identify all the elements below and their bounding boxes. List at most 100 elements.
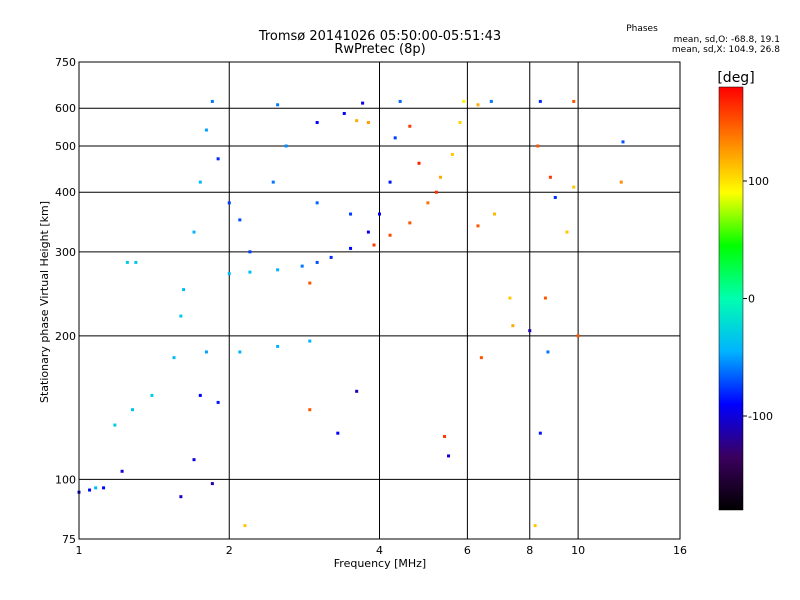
data-point bbox=[543, 296, 547, 300]
data-point bbox=[308, 339, 312, 343]
data-point bbox=[366, 230, 370, 234]
data-point bbox=[393, 136, 397, 140]
data-point bbox=[336, 431, 340, 435]
data-point bbox=[198, 393, 202, 397]
data-point bbox=[349, 246, 353, 250]
x-tick-label: 8 bbox=[526, 544, 533, 557]
x-axis-label: Frequency [MHz] bbox=[334, 557, 426, 570]
y-tick-label: 400 bbox=[55, 186, 76, 199]
y-tick-label: 75 bbox=[62, 533, 76, 546]
y-tick-label: 100 bbox=[55, 473, 76, 486]
data-point bbox=[94, 486, 98, 490]
data-point bbox=[192, 458, 196, 462]
data-point bbox=[88, 488, 92, 492]
data-point bbox=[408, 124, 412, 128]
y-axis: 75 100 200 300 400 500 600 750 bbox=[55, 56, 76, 546]
data-point bbox=[538, 99, 542, 103]
data-point bbox=[388, 233, 392, 237]
phase-stats: Phases mean, sd,O: -68.8, 19.1 mean, sd,… bbox=[626, 24, 780, 55]
data-point bbox=[204, 128, 208, 132]
data-point bbox=[315, 201, 319, 205]
y-tick-label: 200 bbox=[55, 330, 76, 343]
data-point bbox=[349, 212, 353, 216]
data-point bbox=[366, 121, 370, 125]
data-point bbox=[204, 350, 208, 354]
data-point bbox=[150, 393, 154, 397]
data-point bbox=[248, 250, 252, 254]
data-points bbox=[77, 99, 625, 528]
x-tick-label: 4 bbox=[376, 544, 383, 557]
data-point bbox=[511, 324, 515, 328]
data-point bbox=[546, 350, 550, 354]
data-point bbox=[276, 268, 280, 272]
chart-title: Tromsø 20141026 05:50:00-05:51:43 bbox=[258, 29, 501, 44]
data-point bbox=[227, 201, 231, 205]
y-tick-label: 750 bbox=[55, 56, 76, 69]
data-point bbox=[216, 157, 220, 161]
colorbar-tick-label: 100 bbox=[748, 175, 769, 188]
data-point bbox=[619, 180, 623, 184]
data-point bbox=[576, 334, 580, 338]
data-point bbox=[426, 201, 430, 205]
data-point bbox=[192, 230, 196, 234]
x-tick-label: 16 bbox=[673, 544, 687, 557]
data-point bbox=[572, 99, 576, 103]
data-point bbox=[378, 212, 381, 216]
data-point bbox=[398, 99, 402, 103]
data-point bbox=[553, 195, 557, 199]
data-point bbox=[572, 185, 576, 189]
data-point bbox=[342, 111, 346, 115]
data-point bbox=[538, 431, 542, 435]
data-point bbox=[417, 161, 421, 165]
phase-stats-o: mean, sd,O: -68.8, 19.1 bbox=[674, 35, 780, 45]
data-point bbox=[439, 175, 443, 179]
data-point bbox=[113, 423, 117, 427]
y-tick-label: 600 bbox=[55, 102, 76, 115]
data-point bbox=[198, 180, 202, 184]
x-axis: 1 2 4 6 8 10 16 bbox=[76, 544, 688, 557]
data-point bbox=[450, 152, 454, 156]
data-point bbox=[493, 212, 497, 216]
data-point bbox=[479, 356, 483, 360]
data-point bbox=[408, 221, 412, 225]
data-point bbox=[134, 260, 138, 264]
data-point bbox=[238, 218, 242, 222]
data-point bbox=[388, 180, 392, 184]
data-point bbox=[216, 400, 220, 404]
x-tick-label: 1 bbox=[76, 544, 83, 557]
data-point bbox=[308, 281, 312, 285]
data-point bbox=[125, 260, 129, 264]
data-point bbox=[565, 230, 569, 234]
data-point bbox=[621, 140, 625, 144]
data-point bbox=[315, 121, 319, 125]
data-point bbox=[548, 175, 552, 179]
colorbar: [deg] 100 0 -100 bbox=[717, 70, 773, 511]
x-tick-label: 6 bbox=[464, 544, 471, 557]
data-point bbox=[182, 288, 186, 292]
data-point bbox=[276, 103, 280, 107]
chart-subtitle: RwPretec (8p) bbox=[334, 42, 425, 57]
data-point bbox=[300, 264, 304, 268]
data-point bbox=[329, 255, 333, 259]
colorbar-unit: [deg] bbox=[717, 70, 754, 86]
data-point bbox=[271, 180, 275, 184]
data-point bbox=[179, 495, 183, 499]
colorbar-tick-label: -100 bbox=[748, 410, 773, 423]
x-tick-label: 10 bbox=[571, 544, 585, 557]
data-point bbox=[238, 350, 242, 354]
data-point bbox=[210, 482, 214, 486]
data-point bbox=[447, 454, 451, 458]
data-point bbox=[462, 99, 466, 103]
data-point bbox=[210, 99, 214, 103]
data-point bbox=[315, 260, 319, 264]
data-point bbox=[308, 408, 312, 412]
data-point bbox=[443, 435, 447, 439]
y-tick-label: 500 bbox=[55, 140, 76, 153]
data-point bbox=[243, 524, 247, 528]
colorbar-tick-label: 0 bbox=[748, 293, 755, 306]
data-point bbox=[284, 144, 288, 148]
data-point bbox=[361, 101, 365, 105]
data-point bbox=[533, 524, 537, 528]
colorbar-ticks: 100 0 -100 bbox=[743, 175, 773, 423]
